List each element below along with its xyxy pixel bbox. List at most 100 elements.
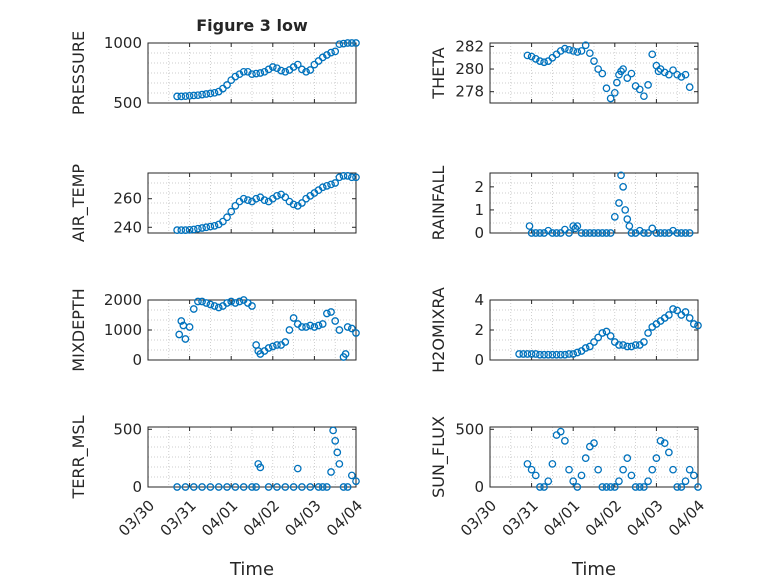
data-point	[619, 341, 627, 349]
data-point	[536, 57, 544, 65]
data-point	[669, 465, 677, 474]
data-point	[177, 317, 186, 325]
data-point	[627, 471, 636, 480]
data-point	[194, 91, 202, 100]
data-point	[273, 341, 281, 349]
data-point	[189, 305, 198, 313]
data-point	[531, 471, 540, 480]
data-point	[619, 182, 627, 191]
axes-box	[147, 426, 357, 488]
data-point	[189, 91, 198, 100]
data-point	[248, 70, 256, 79]
data-point	[198, 297, 206, 306]
data-point	[333, 448, 342, 457]
data-point	[173, 226, 181, 234]
data-point	[581, 454, 590, 463]
data-point	[289, 483, 298, 491]
data-point	[627, 229, 636, 237]
data-point	[552, 229, 561, 237]
data-point	[594, 465, 603, 474]
data-point	[669, 305, 677, 313]
y-tick-label: 0	[132, 351, 142, 369]
data-point	[594, 65, 603, 73]
data-point	[175, 330, 184, 339]
data-point	[635, 85, 644, 94]
data-point	[623, 74, 632, 82]
data-point	[621, 206, 630, 214]
data-point	[210, 88, 219, 97]
data-point	[602, 483, 611, 491]
data-point	[347, 39, 356, 47]
data-point	[202, 299, 211, 307]
data-point	[177, 92, 186, 101]
y-axis-label: MIXDEPTH	[69, 288, 88, 371]
data-point	[335, 460, 344, 468]
data-point	[181, 226, 190, 234]
data-point	[561, 350, 569, 359]
data-point	[648, 465, 657, 474]
data-point	[227, 297, 236, 306]
data-point	[343, 172, 352, 180]
data-point	[640, 483, 648, 491]
data-point	[248, 483, 256, 491]
y-axis-label: H2OMIXRA	[429, 287, 448, 373]
data-point	[561, 44, 569, 53]
data-point	[281, 67, 290, 76]
data-point	[198, 483, 206, 491]
data-point	[544, 350, 553, 359]
data-point	[685, 314, 694, 322]
data-point	[540, 58, 548, 67]
data-point	[347, 324, 356, 333]
panel-3: 240 260 AIR_TEMP	[69, 164, 360, 242]
data-point	[598, 329, 607, 337]
y-tick-label: 0	[474, 351, 484, 369]
data-point	[185, 91, 194, 100]
data-point	[602, 84, 611, 93]
y-tick-label: 282	[455, 37, 484, 55]
data-point	[256, 69, 265, 77]
y-tick-label: 280	[455, 60, 484, 78]
data-point	[544, 477, 553, 486]
data-point	[590, 57, 598, 65]
data-point	[223, 483, 231, 491]
data-point	[556, 350, 565, 359]
y-tick-label: 0	[474, 224, 484, 242]
data-point	[625, 222, 634, 230]
data-point	[268, 342, 277, 351]
data-point	[306, 483, 315, 491]
data-point	[185, 323, 194, 331]
data-point	[669, 66, 677, 75]
data-point	[565, 350, 573, 358]
data-point	[173, 483, 181, 491]
data-point	[577, 229, 586, 237]
y-tick-label: 2	[474, 321, 484, 339]
data-point	[289, 314, 298, 322]
data-point	[310, 323, 319, 331]
data-point	[352, 477, 360, 486]
data-point	[210, 222, 219, 230]
data-point	[619, 65, 627, 73]
data-point	[329, 426, 337, 435]
data-point	[598, 69, 607, 78]
data-point	[685, 465, 694, 474]
panel-4: 0 1 2 RAINFALL	[429, 166, 699, 242]
data-point	[281, 338, 290, 346]
data-point	[331, 47, 340, 56]
y-tick-label: 260	[113, 190, 142, 208]
data-point	[352, 329, 360, 337]
data-point	[531, 54, 540, 63]
data-point	[223, 213, 231, 222]
data-point	[223, 299, 231, 307]
data-point	[347, 173, 356, 182]
data-point	[577, 47, 586, 55]
data-point	[648, 224, 657, 233]
x-axis-label-left: Time	[229, 559, 274, 580]
data-point	[685, 229, 694, 237]
data-point	[289, 63, 298, 71]
data-point	[527, 465, 536, 474]
y-tick-label: 500	[113, 420, 142, 438]
data-point	[260, 196, 269, 204]
data-point	[339, 483, 348, 491]
data-point	[660, 229, 669, 237]
